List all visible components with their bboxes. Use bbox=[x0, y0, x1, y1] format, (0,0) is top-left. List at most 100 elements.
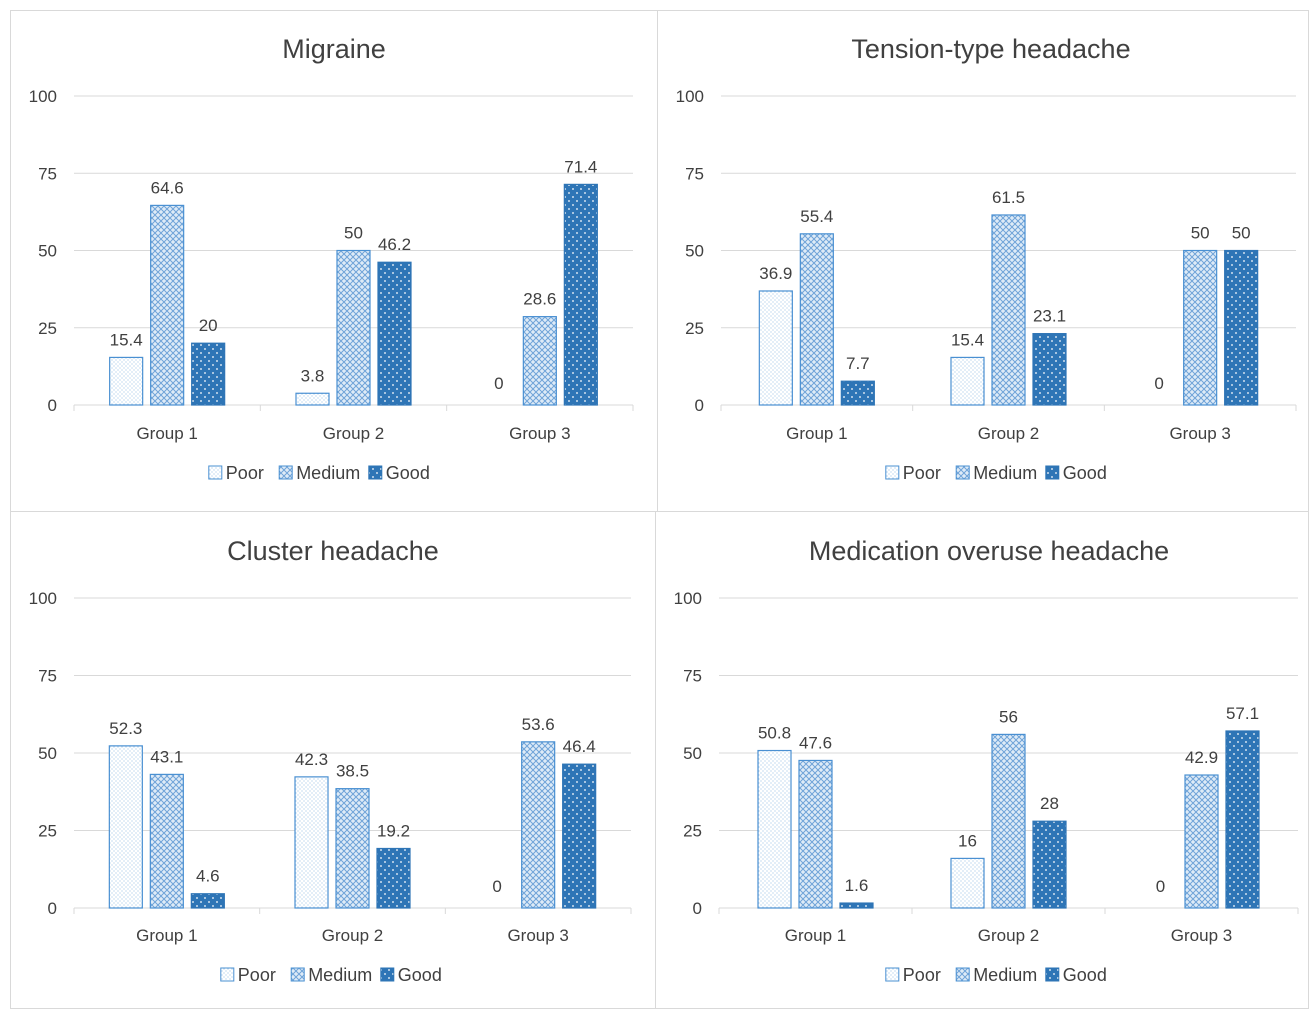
legend-label: Good bbox=[1063, 965, 1107, 985]
bar-medium bbox=[1184, 774, 1219, 909]
legend-item-poor: Poor bbox=[208, 463, 264, 483]
bar-good bbox=[1032, 820, 1067, 909]
bar-poor bbox=[950, 857, 985, 909]
bar-medium bbox=[336, 249, 371, 406]
chart-panel-migraine: Migraine 0 25 50 75 100 15.4 64.6 20 Group 1 3.8 50… bbox=[10, 10, 658, 512]
x-category-label: Group 2 bbox=[978, 926, 1039, 945]
y-tick-label: 100 bbox=[674, 589, 702, 608]
data-label: 57.1 bbox=[1226, 704, 1259, 723]
bar-poor bbox=[758, 290, 793, 406]
x-category-label: Group 3 bbox=[1169, 424, 1230, 443]
chart-title: Tension-type headache bbox=[851, 34, 1130, 64]
data-label: 55.4 bbox=[800, 207, 833, 226]
bar-good bbox=[190, 893, 225, 909]
bar-medium bbox=[798, 759, 833, 909]
data-label: 46.4 bbox=[563, 737, 596, 756]
bar-good bbox=[191, 342, 226, 406]
legend-item-good: Good bbox=[1045, 965, 1107, 985]
x-category-label: Group 3 bbox=[1171, 926, 1232, 945]
legend-item-medium: Medium bbox=[290, 965, 372, 985]
y-tick-label: 75 bbox=[38, 164, 57, 183]
bar-medium bbox=[335, 788, 370, 909]
chart-panel-tension-type: Tension-type headache 0 25 50 75 100 36.9 55.4 7… bbox=[657, 10, 1309, 512]
bar-good bbox=[1032, 333, 1067, 406]
y-tick-label: 25 bbox=[685, 319, 704, 338]
data-label: 15.4 bbox=[951, 330, 984, 349]
data-label: 50 bbox=[1232, 224, 1251, 243]
legend-swatch bbox=[885, 967, 900, 982]
data-label: 36.9 bbox=[759, 264, 792, 283]
bar-medium bbox=[522, 316, 557, 406]
bar-good bbox=[562, 763, 597, 909]
legend-swatch bbox=[380, 967, 395, 982]
y-tick-label: 0 bbox=[695, 396, 704, 415]
data-label: 53.6 bbox=[522, 715, 555, 734]
legend-label: Poor bbox=[226, 463, 264, 483]
legend-swatch bbox=[278, 465, 293, 480]
legend-swatch bbox=[208, 465, 223, 480]
y-tick-label: 50 bbox=[38, 744, 57, 763]
y-tick-label: 75 bbox=[38, 667, 57, 686]
chart-title: Cluster headache bbox=[227, 536, 439, 566]
legend-item-medium: Medium bbox=[278, 463, 360, 483]
bar-medium bbox=[1183, 249, 1218, 406]
chart-panel-medication-overuse: Medication overuse headache 0 25 50 75 100 50.… bbox=[655, 511, 1309, 1009]
data-label: 56 bbox=[999, 707, 1018, 726]
data-label: 0 bbox=[492, 877, 501, 896]
data-label: 46.2 bbox=[378, 235, 411, 254]
data-label: 4.6 bbox=[196, 867, 220, 886]
data-label: 42.3 bbox=[295, 750, 328, 769]
data-label: 3.8 bbox=[301, 366, 325, 385]
y-tick-label: 100 bbox=[29, 589, 57, 608]
bar-good bbox=[1224, 249, 1259, 406]
bar-good bbox=[377, 261, 412, 406]
legend-label: Good bbox=[1063, 463, 1107, 483]
y-tick-label: 75 bbox=[683, 667, 702, 686]
data-label: 20 bbox=[199, 316, 218, 335]
bar-good bbox=[563, 183, 598, 406]
data-label: 0 bbox=[494, 374, 503, 393]
chart-svg-cluster: Cluster headache 0 25 50 75 100 52.3 43.1 4.6 Gro… bbox=[29, 536, 632, 985]
chart-title: Migraine bbox=[282, 34, 386, 64]
data-label: 38.5 bbox=[336, 762, 369, 781]
legend-item-good: Good bbox=[368, 463, 430, 483]
bar-poor bbox=[109, 356, 144, 406]
bar-poor bbox=[294, 776, 329, 909]
x-category-label: Group 2 bbox=[978, 424, 1039, 443]
data-label: 61.5 bbox=[992, 188, 1025, 207]
bar-good bbox=[376, 847, 411, 909]
legend-label: Medium bbox=[973, 965, 1037, 985]
data-label: 50 bbox=[344, 224, 363, 243]
legend-label: Good bbox=[386, 463, 430, 483]
bar-poor bbox=[757, 749, 792, 909]
data-label: 7.7 bbox=[846, 354, 870, 373]
chart-panel-cluster: Cluster headache 0 25 50 75 100 52.3 43.1 4.6 Gro… bbox=[10, 511, 656, 1009]
x-category-label: Group 1 bbox=[785, 926, 846, 945]
data-label: 47.6 bbox=[799, 733, 832, 752]
y-tick-label: 50 bbox=[683, 744, 702, 763]
legend-swatch bbox=[885, 465, 900, 480]
y-tick-label: 0 bbox=[48, 899, 57, 918]
bar-poor bbox=[295, 392, 330, 406]
x-category-label: Group 1 bbox=[136, 424, 197, 443]
data-label: 1.6 bbox=[845, 876, 869, 895]
bar-medium bbox=[521, 741, 556, 909]
data-label: 52.3 bbox=[109, 719, 142, 738]
bar-poor bbox=[950, 356, 985, 406]
legend-label: Medium bbox=[296, 463, 360, 483]
legend-swatch bbox=[1045, 967, 1060, 982]
data-label: 0 bbox=[1154, 374, 1163, 393]
y-tick-label: 0 bbox=[48, 396, 57, 415]
y-tick-label: 25 bbox=[38, 319, 57, 338]
bar-medium bbox=[991, 214, 1026, 406]
data-label: 15.4 bbox=[110, 330, 143, 349]
legend-item-medium: Medium bbox=[955, 965, 1037, 985]
x-category-label: Group 2 bbox=[323, 424, 384, 443]
bar-good bbox=[840, 380, 875, 406]
y-tick-label: 25 bbox=[38, 822, 57, 841]
y-tick-label: 75 bbox=[685, 164, 704, 183]
legend-item-good: Good bbox=[1045, 463, 1107, 483]
data-label: 28 bbox=[1040, 794, 1059, 813]
x-category-label: Group 2 bbox=[322, 926, 383, 945]
legend-label: Poor bbox=[238, 965, 276, 985]
